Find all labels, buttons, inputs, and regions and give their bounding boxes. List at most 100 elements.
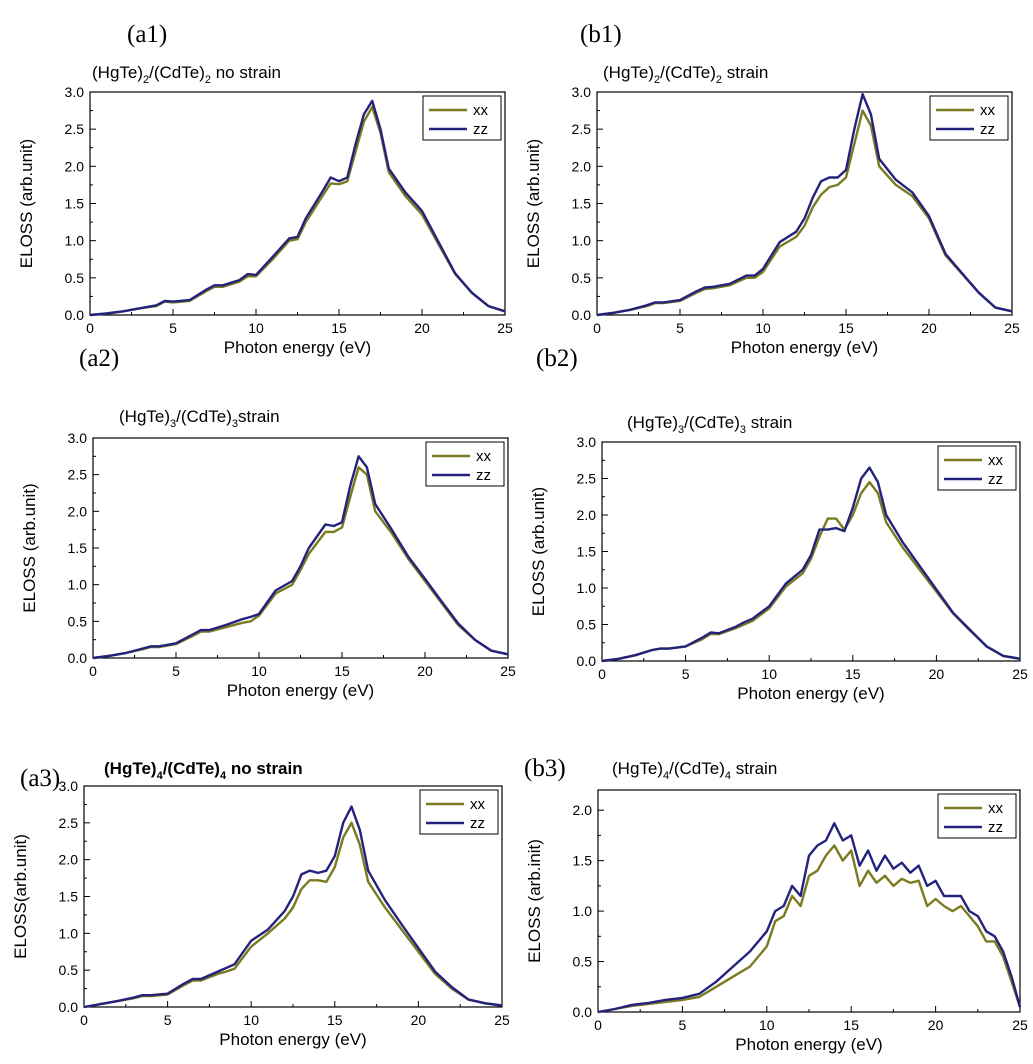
y-axis-title: ELOSS (arb.unit) xyxy=(20,483,39,612)
y-tick-label: 2.0 xyxy=(59,852,79,868)
y-tick-label: 1.5 xyxy=(572,196,592,212)
title-text: no strain xyxy=(211,63,281,82)
series-line-zz xyxy=(596,93,1013,317)
series-line-zz xyxy=(92,455,509,660)
chart-title: (HgTe)3/(CdTe)3 strain xyxy=(627,413,792,436)
x-tick-label: 0 xyxy=(598,666,606,682)
y-tick-label: 1.0 xyxy=(68,577,88,593)
x-axis-title: Photon energy (eV) xyxy=(737,684,884,703)
title-text: /(CdTe) xyxy=(660,63,716,82)
y-tick-label: 3.0 xyxy=(572,84,592,100)
legend-box xyxy=(937,793,1017,839)
title-subscript: 4 xyxy=(663,770,669,782)
legend-label-zz: zz xyxy=(980,121,995,138)
y-tick-label: 0.5 xyxy=(65,270,85,286)
legend-box xyxy=(937,445,1017,491)
chart-title: (HgTe)2/(CdTe)2 no strain xyxy=(92,63,281,86)
title-text: (HgTe) xyxy=(92,63,143,82)
series-line-xx xyxy=(596,109,1013,317)
title-subscript: 4 xyxy=(725,770,731,782)
y-tick-label: 1.0 xyxy=(59,925,79,941)
title-text: /(CdTe) xyxy=(669,759,725,778)
y-tick-label: 0.0 xyxy=(572,307,592,323)
x-tick-label: 0 xyxy=(593,320,601,336)
y-axis-title: ELOSS (arb.init) xyxy=(525,839,544,963)
x-tick-label: 0 xyxy=(594,1017,602,1033)
y-tick-label: 2.0 xyxy=(577,507,597,523)
title-subscript: 2 xyxy=(654,74,660,86)
y-axis-title: ELOSS (arb.unit) xyxy=(524,139,543,268)
title-subscript: 3 xyxy=(678,424,684,436)
title-text: (HgTe) xyxy=(104,759,157,778)
legend-box xyxy=(419,789,499,835)
panel-label: (b2) xyxy=(536,345,578,372)
x-axis-title: Photon energy (eV) xyxy=(227,681,374,700)
y-tick-label: 0.5 xyxy=(573,954,593,970)
y-tick-label: 2.5 xyxy=(68,467,88,483)
y-tick-label: 3.0 xyxy=(577,434,597,450)
title-subscript: 4 xyxy=(220,770,227,782)
title-subscript: 3 xyxy=(740,424,746,436)
x-tick-label: 10 xyxy=(755,320,771,336)
legend-label-xx: xx xyxy=(473,102,489,119)
x-axis-title: Photon energy (eV) xyxy=(735,1035,882,1054)
y-tick-label: 3.0 xyxy=(68,430,88,446)
chart-title: (HgTe)2/(CdTe)2 strain xyxy=(603,63,768,86)
x-tick-label: 15 xyxy=(845,666,861,682)
y-tick-label: 2.0 xyxy=(572,158,592,174)
series-line-zz xyxy=(83,805,503,1009)
legend-box xyxy=(425,441,505,487)
panel-label: (a1) xyxy=(127,21,167,48)
title-text: no strain xyxy=(226,759,303,778)
title-subscript: 2 xyxy=(143,74,149,86)
y-tick-label: 1.0 xyxy=(577,580,597,596)
x-tick-label: 20 xyxy=(417,663,433,679)
y-tick-label: 0.0 xyxy=(65,307,85,323)
y-tick-label: 1.0 xyxy=(572,233,592,249)
x-tick-label: 15 xyxy=(838,320,854,336)
x-tick-label: 0 xyxy=(86,320,94,336)
chart-title: (HgTe)4/(CdTe)4 no strain xyxy=(104,759,303,782)
x-tick-label: 0 xyxy=(80,1012,88,1028)
legend-label-xx: xx xyxy=(476,448,492,465)
y-tick-label: 1.0 xyxy=(65,233,85,249)
legend-label-xx: xx xyxy=(470,796,486,813)
x-tick-label: 20 xyxy=(414,320,430,336)
legend-label-zz: zz xyxy=(470,815,485,832)
x-tick-label: 15 xyxy=(327,1012,343,1028)
y-axis-title: ELOSS (arb.unit) xyxy=(529,487,548,616)
series-line-xx xyxy=(92,466,509,660)
panel-label: (a2) xyxy=(79,345,119,372)
y-tick-label: 1.5 xyxy=(573,853,593,869)
y-axis-title: ELOSS (arb.unit) xyxy=(17,139,36,268)
legend-label-zz: zz xyxy=(473,121,488,138)
x-axis-title: Photon energy (eV) xyxy=(224,338,371,357)
y-tick-label: 0.5 xyxy=(577,617,597,633)
x-tick-label: 25 xyxy=(500,663,516,679)
legend-label-xx: xx xyxy=(980,102,996,119)
legend-box xyxy=(929,95,1009,141)
x-tick-label: 15 xyxy=(843,1017,859,1033)
title-text: (HgTe) xyxy=(627,413,678,432)
x-tick-label: 5 xyxy=(676,320,684,336)
y-tick-label: 1.5 xyxy=(577,544,597,560)
title-text: strain xyxy=(746,413,792,432)
title-subscript: 2 xyxy=(716,74,722,86)
y-tick-label: 3.0 xyxy=(65,84,85,100)
series-line-xx xyxy=(597,844,1022,1014)
x-tick-label: 10 xyxy=(759,1017,775,1033)
legend-box xyxy=(422,95,502,141)
y-tick-label: 0.5 xyxy=(68,613,88,629)
legend-label-xx: xx xyxy=(988,800,1004,817)
y-tick-label: 0.0 xyxy=(68,650,88,666)
y-tick-label: 0.5 xyxy=(572,270,592,286)
y-tick-label: 1.0 xyxy=(573,903,593,919)
title-subscript: 4 xyxy=(157,770,164,782)
y-tick-label: 0.0 xyxy=(573,1004,593,1020)
y-tick-label: 0.0 xyxy=(59,999,79,1015)
y-tick-label: 1.5 xyxy=(68,540,88,556)
